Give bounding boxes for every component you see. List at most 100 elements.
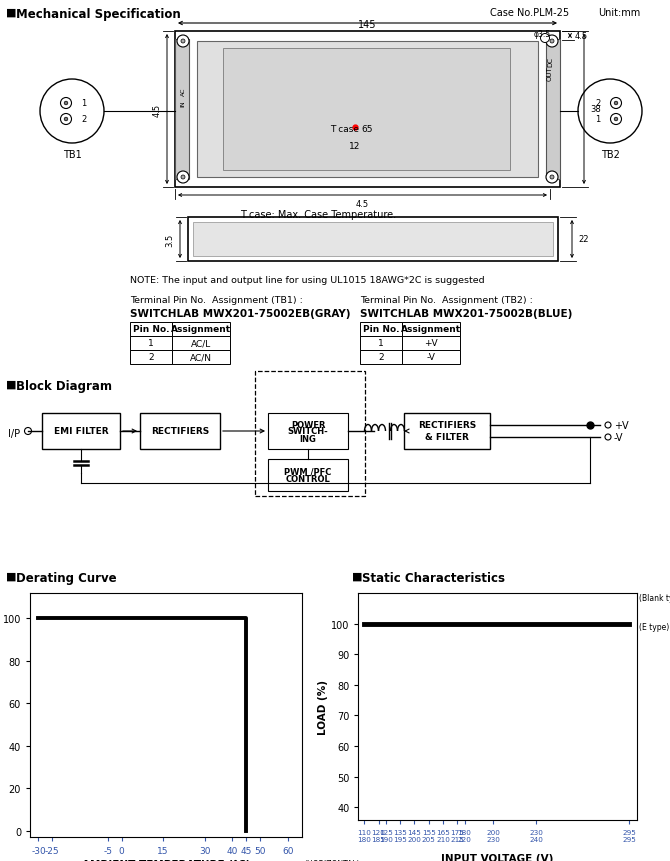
Circle shape	[60, 98, 72, 109]
Text: +V: +V	[614, 420, 628, 430]
Circle shape	[605, 435, 611, 441]
Bar	[42, 413, 120, 449]
Circle shape	[578, 80, 642, 144]
Bar	[268, 413, 348, 449]
Circle shape	[64, 118, 68, 121]
Bar	[402, 350, 460, 364]
Bar	[130, 323, 172, 337]
Text: (E type): (E type)	[639, 623, 669, 632]
Circle shape	[541, 34, 549, 43]
X-axis label: INPUT VOLTAGE (V): INPUT VOLTAGE (V)	[442, 852, 553, 861]
Text: Case No.PLM-25: Case No.PLM-25	[490, 8, 569, 18]
Bar	[402, 323, 460, 337]
Circle shape	[605, 423, 611, 429]
Bar	[130, 350, 172, 364]
Text: 4.5: 4.5	[575, 32, 588, 41]
Circle shape	[546, 172, 558, 183]
Circle shape	[177, 172, 189, 183]
Circle shape	[25, 428, 31, 435]
Text: 1: 1	[378, 339, 384, 348]
Circle shape	[610, 115, 622, 126]
Text: Pin No.: Pin No.	[133, 325, 170, 334]
Text: -V: -V	[614, 432, 624, 443]
Text: TB1: TB1	[62, 150, 81, 160]
Text: T case: T case	[330, 124, 359, 133]
Text: 1: 1	[596, 115, 600, 124]
Text: 2: 2	[378, 353, 384, 362]
Text: ■: ■	[6, 572, 17, 581]
Text: Terminal Pin No.  Assignment (TB2) :: Terminal Pin No. Assignment (TB2) :	[360, 295, 533, 305]
Text: 12: 12	[349, 142, 360, 151]
Bar	[404, 413, 490, 449]
Text: SWITCH-: SWITCH-	[287, 427, 328, 436]
Text: Assignment: Assignment	[171, 325, 231, 334]
Text: φ3.5: φ3.5	[533, 30, 551, 39]
Bar	[175, 32, 560, 188]
Text: 3.5: 3.5	[165, 233, 174, 246]
Text: ■: ■	[352, 572, 362, 581]
Text: AC/N: AC/N	[190, 353, 212, 362]
Bar	[188, 218, 558, 262]
Text: (HORIZONTAL): (HORIZONTAL)	[304, 858, 360, 861]
Bar	[172, 323, 230, 337]
Text: 2: 2	[81, 115, 86, 124]
Text: Block Diagram: Block Diagram	[16, 380, 112, 393]
Bar	[360, 337, 402, 350]
Text: Pin No.: Pin No.	[362, 325, 399, 334]
Bar	[360, 323, 402, 337]
Circle shape	[610, 98, 622, 109]
Text: 2: 2	[148, 353, 154, 362]
Circle shape	[177, 36, 189, 48]
Text: SWITCHLAB MWX201-75002EB(GRAY): SWITCHLAB MWX201-75002EB(GRAY)	[130, 308, 350, 319]
Bar	[175, 40, 189, 180]
Circle shape	[181, 40, 185, 44]
Bar	[546, 40, 560, 180]
Text: 1: 1	[148, 339, 154, 348]
Text: IN: IN	[180, 101, 186, 107]
Circle shape	[546, 36, 558, 48]
Text: 1: 1	[81, 99, 86, 108]
Text: AC/L: AC/L	[191, 339, 211, 348]
Bar	[268, 460, 348, 492]
Text: DC: DC	[547, 57, 553, 67]
Bar	[255, 372, 365, 497]
Text: POWER: POWER	[291, 420, 325, 429]
Circle shape	[550, 40, 554, 44]
Text: Derating Curve: Derating Curve	[16, 572, 117, 585]
Text: Mechanical Specification: Mechanical Specification	[16, 8, 181, 21]
Text: RECTIFIERS: RECTIFIERS	[151, 427, 209, 436]
Bar	[360, 350, 402, 364]
Text: Assignment: Assignment	[401, 325, 461, 334]
Bar	[130, 337, 172, 350]
Text: 4.5: 4.5	[356, 200, 369, 208]
Bar	[193, 223, 553, 257]
Text: T case: Max. Case Temperature.: T case: Max. Case Temperature.	[240, 210, 396, 220]
Text: Unit:mm: Unit:mm	[598, 8, 641, 18]
Text: ■: ■	[6, 380, 17, 389]
Circle shape	[181, 176, 185, 180]
Circle shape	[614, 118, 618, 121]
Circle shape	[64, 102, 68, 106]
Text: 145: 145	[358, 20, 377, 30]
Text: 2: 2	[596, 99, 600, 108]
Text: 4.5: 4.5	[153, 103, 161, 116]
Bar	[402, 337, 460, 350]
Text: ■: ■	[6, 8, 17, 18]
Text: 65: 65	[361, 124, 373, 133]
Text: EMI FILTER: EMI FILTER	[54, 427, 109, 436]
Circle shape	[614, 102, 618, 106]
Text: TB2: TB2	[600, 150, 620, 160]
Bar	[223, 49, 510, 170]
Text: Terminal Pin No.  Assignment (TB1) :: Terminal Pin No. Assignment (TB1) :	[130, 295, 303, 305]
Bar	[172, 350, 230, 364]
Text: & FILTER: & FILTER	[425, 433, 469, 442]
Text: CONTROL: CONTROL	[285, 475, 330, 484]
Text: 22: 22	[578, 235, 588, 245]
X-axis label: AMBIENT TEMPERATURE (°C): AMBIENT TEMPERATURE (°C)	[82, 859, 250, 861]
Text: RECTIFIERS: RECTIFIERS	[418, 421, 476, 430]
Bar	[140, 413, 220, 449]
Text: -V: -V	[427, 353, 436, 362]
Text: I/P: I/P	[8, 429, 20, 438]
Circle shape	[40, 80, 104, 144]
Text: ING: ING	[299, 434, 316, 443]
